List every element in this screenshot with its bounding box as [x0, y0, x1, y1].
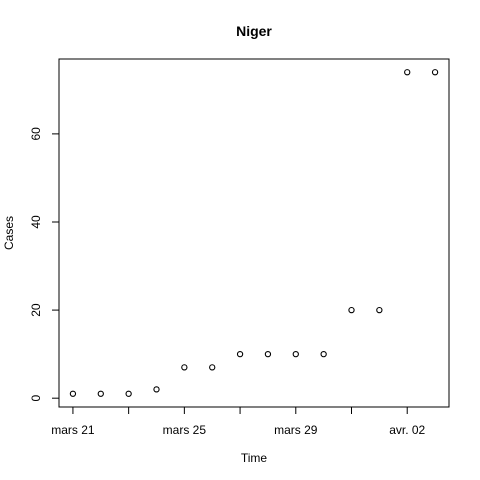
- y-axis-label: Cases: [2, 216, 16, 250]
- y-tick-label: 0: [29, 395, 43, 402]
- chart-title: Niger: [236, 23, 272, 39]
- data-point: [292, 350, 299, 358]
- data-point: [404, 69, 411, 76]
- x-axis: mars 21 mars 25 mars 29 avr. 02: [51, 407, 426, 437]
- data-points: [69, 69, 439, 397]
- data-point: [97, 390, 104, 397]
- data-point: [320, 350, 327, 358]
- x-axis-label: Time: [241, 451, 268, 465]
- data-point: [69, 390, 77, 397]
- x-tick-label: mars 21: [51, 423, 95, 437]
- plot-frame: [58, 58, 450, 408]
- y-tick-label: 20: [29, 303, 43, 317]
- data-point: [376, 306, 383, 314]
- x-tick-label: avr. 02: [389, 423, 425, 437]
- y-tick-label: 40: [29, 215, 43, 229]
- data-point: [348, 306, 355, 314]
- data-point: [236, 350, 244, 358]
- data-point: [181, 364, 188, 371]
- x-tick-label: mars 29: [274, 423, 318, 437]
- x-tick-label: mars 25: [163, 423, 207, 437]
- y-axis: 0 20 40 60: [29, 127, 59, 402]
- data-point: [209, 364, 216, 371]
- data-point: [431, 69, 439, 76]
- y-tick-label: 60: [29, 127, 43, 141]
- data-point: [153, 386, 160, 393]
- data-point: [264, 350, 272, 358]
- data-point: [125, 390, 132, 397]
